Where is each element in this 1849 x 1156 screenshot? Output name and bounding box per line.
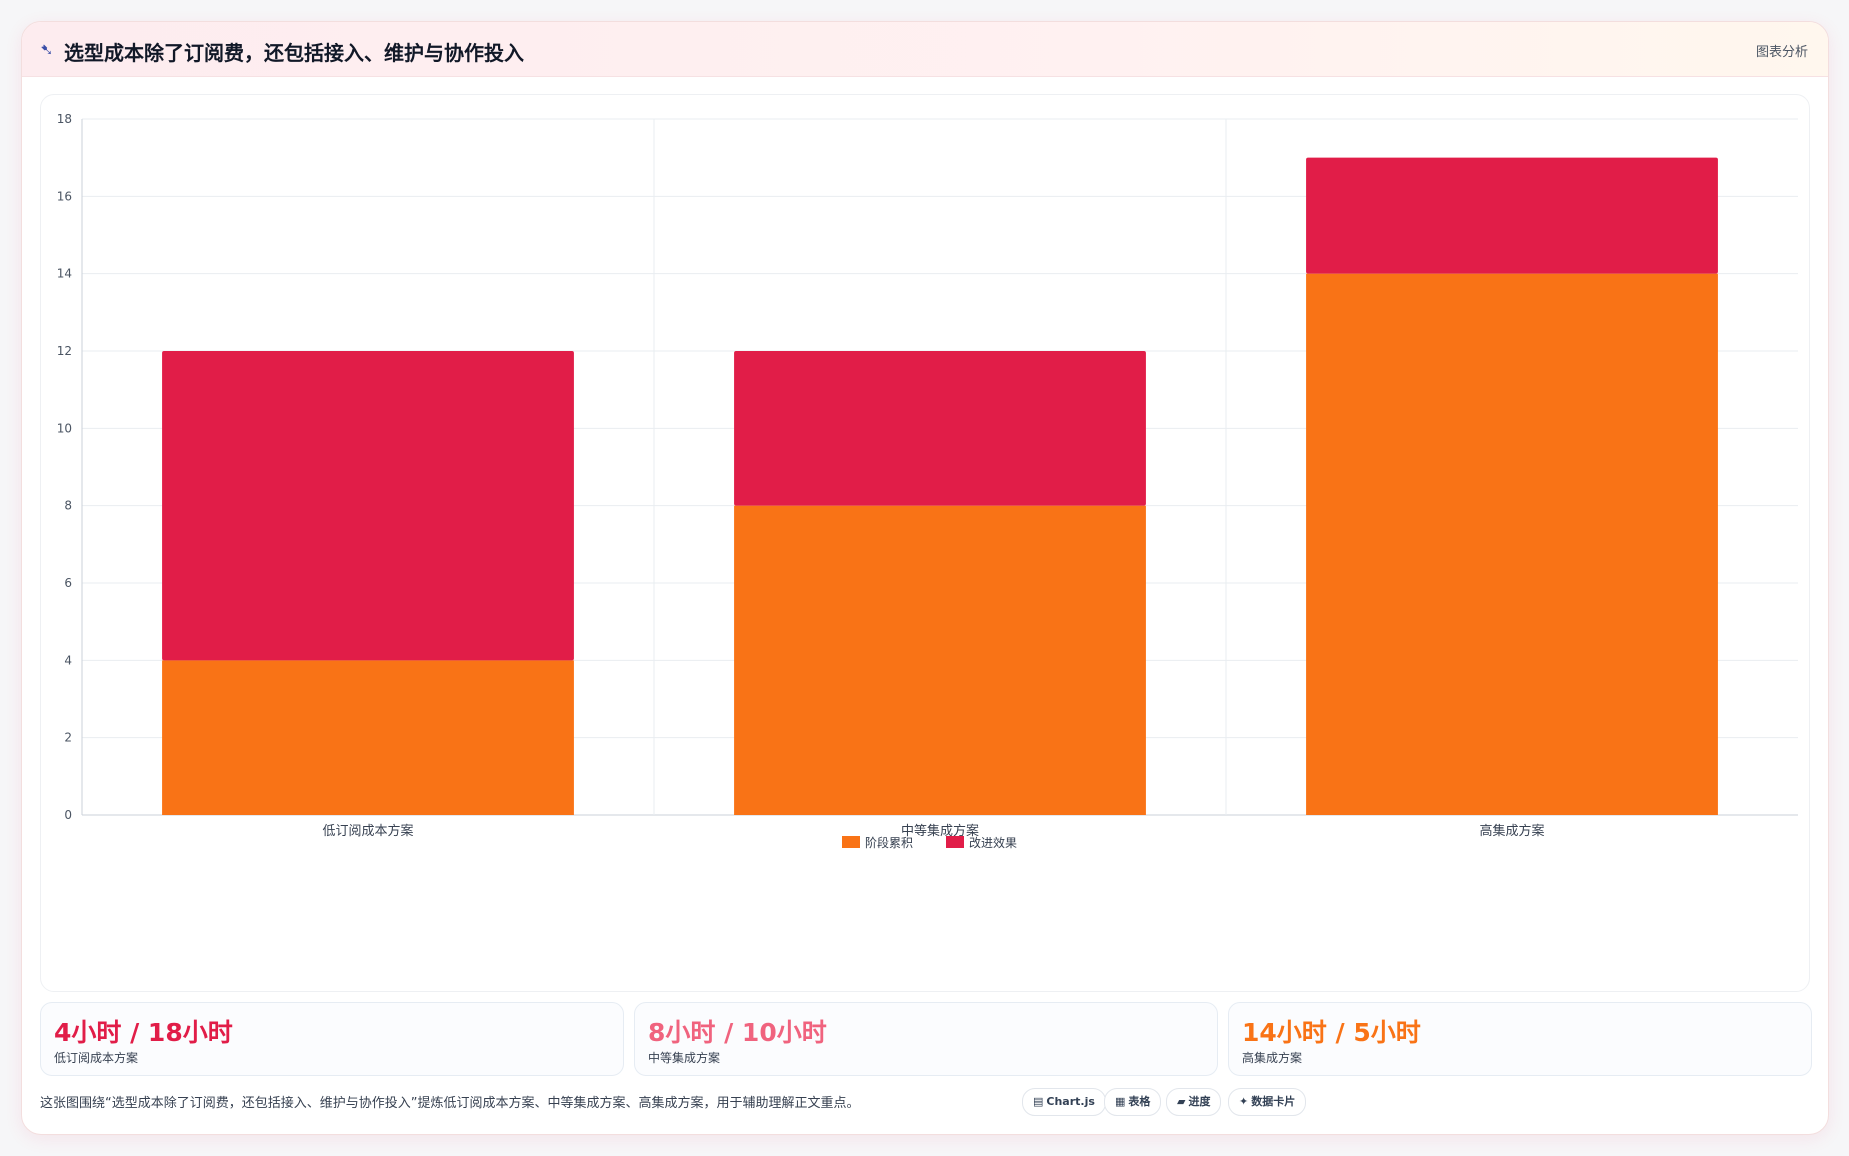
y-tick-label: 10 <box>57 421 72 435</box>
y-tick-label: 0 <box>64 808 72 822</box>
stat-label: 高集成方案 <box>1242 1051 1303 1065</box>
chart-title: 选型成本除了订阅费，还包括接入、维护与协作投入 <box>64 41 524 65</box>
y-tick-label: 12 <box>57 344 72 358</box>
y-tick-label: 4 <box>64 653 72 667</box>
chip-label: 数据卡片 <box>1251 1095 1296 1108</box>
stat-value: 8小时 / 10小时 <box>648 1018 827 1047</box>
x-tick-label: 高集成方案 <box>1479 823 1544 839</box>
chart-icon: ▤ <box>1033 1095 1044 1108</box>
progress-icon: ▰ <box>1177 1095 1186 1108</box>
table-icon: ▦ <box>1115 1095 1126 1108</box>
bar-stage <box>1306 273 1718 815</box>
chart-analysis-link[interactable]: 图表分析 <box>1755 45 1808 60</box>
y-tick-label: 18 <box>57 112 72 126</box>
chip-label: 表格 <box>1128 1095 1151 1108</box>
bar-improve <box>1306 157 1718 274</box>
bar-stage <box>734 505 1146 815</box>
x-tick-label: 中等集成方案 <box>901 823 979 839</box>
y-tick-label: 6 <box>64 576 72 590</box>
bar-improve <box>734 351 1146 506</box>
chip-label: 进度 <box>1188 1095 1211 1108</box>
stat-card-high: 14小时 / 5小时 高集成方案 <box>1228 1002 1812 1076</box>
chip-label: Chart.js <box>1046 1095 1095 1108</box>
x-tick-label: 低订阅成本方案 <box>322 823 413 839</box>
y-tick-label: 2 <box>64 731 72 745</box>
chart-panel: 0 2 4 6 8 10 12 14 16 18 低订阅成本方案 中等集成方案 高集成方案阶段累积 改进效… <box>40 94 1810 992</box>
bar-stage <box>162 660 574 815</box>
stat-card-low: 4小时 / 18小时 低订阅成本方案 <box>40 1002 624 1076</box>
card-icon: ✦ <box>1239 1095 1249 1108</box>
legend-label: 改进效果 <box>969 835 1017 850</box>
chart-description: 这张图围绕“选型成本除了订阅费，还包括接入、维护与协作投入”提炼低订阅成本方案、… <box>40 1096 860 1111</box>
stat-card-medium: 8小时 / 10小时 中等集成方案 <box>634 1002 1218 1076</box>
card-header: ➷ 选型成本除了订阅费，还包括接入、维护与协作投入 图表分析 <box>22 22 1828 77</box>
legend-label: 阶段累积 <box>865 835 913 850</box>
y-tick-label: 16 <box>57 189 72 203</box>
bar-improve <box>162 351 574 661</box>
y-tick-label: 8 <box>64 499 72 513</box>
legend-swatch <box>946 836 964 848</box>
sparkle-icon: ➷ <box>40 40 54 59</box>
chip-table[interactable]: ▦ 表格 <box>1104 1088 1162 1116</box>
stat-label: 低订阅成本方案 <box>54 1051 139 1065</box>
chip-data-card[interactable]: ✦ 数据卡片 <box>1228 1088 1307 1116</box>
stat-value: 14小时 / 5小时 <box>1242 1018 1421 1047</box>
stat-cards: 4小时 / 18小时 低订阅成本方案 8小时 / 10小时 中等集成方案 14小… <box>40 1002 1812 1076</box>
stat-label: 中等集成方案 <box>648 1051 721 1065</box>
chart-card: ➷ 选型成本除了订阅费，还包括接入、维护与协作投入 图表分析 0 2 4 6 8 10 12… <box>21 21 1829 1135</box>
stat-value: 4小时 / 18小时 <box>54 1018 233 1047</box>
chip-chartjs[interactable]: ▤ Chart.js <box>1022 1088 1106 1116</box>
chip-progress[interactable]: ▰ 进度 <box>1166 1088 1222 1116</box>
y-tick-label: 14 <box>57 267 72 281</box>
legend-swatch <box>842 836 860 848</box>
